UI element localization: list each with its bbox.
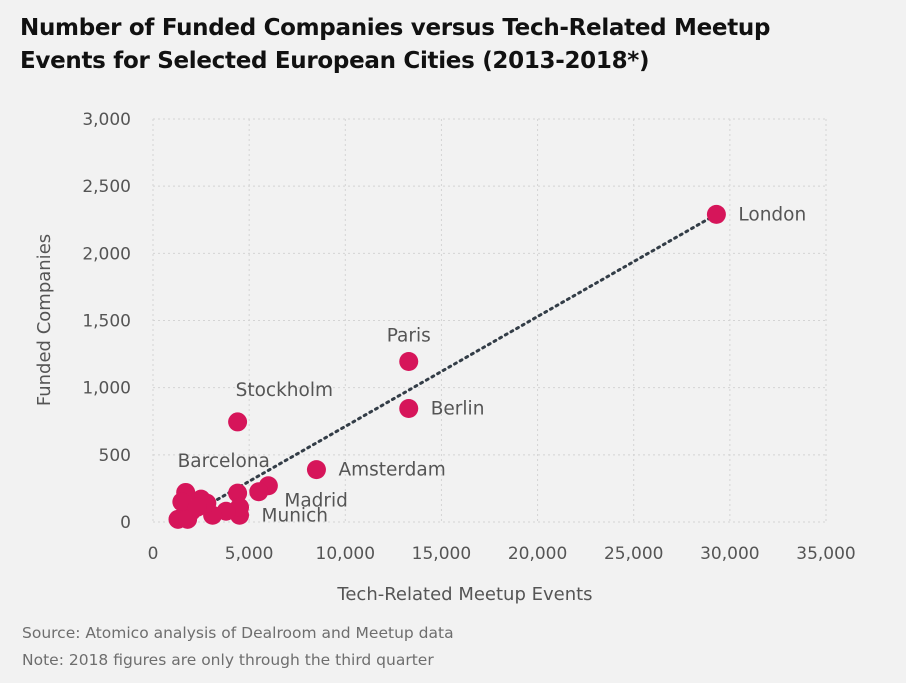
y-tick-label: 3,000	[82, 110, 131, 130]
point-labels: London Paris Berlin Stockholm Amsterdam Madri…	[178, 204, 807, 526]
chart-title-line-1: Number of Funded Companies versus Tech-R…	[20, 15, 771, 41]
x-axis-label: Tech-Related Meetup Events	[336, 584, 592, 605]
x-tick-label: 10,000	[316, 544, 375, 564]
label-amsterdam: Amsterdam	[338, 460, 445, 481]
data-points	[168, 204, 726, 529]
scatter-chart: 0 5,000 10,000 15,000 20,000 25,000 30,000 35,0…	[34, 110, 856, 605]
x-tick-label: 30,000	[700, 544, 759, 564]
label-paris: Paris	[387, 325, 431, 346]
data-point[interactable]	[172, 492, 192, 512]
chart-footer: Source: Atomico analysis of Dealroom and…	[22, 620, 454, 674]
data-point[interactable]	[187, 497, 207, 517]
label-barcelona: Barcelona	[178, 451, 270, 472]
y-tick-label: 500	[99, 446, 131, 466]
x-tick-label: 15,000	[412, 544, 471, 564]
y-axis-label: Funded Companies	[34, 234, 55, 406]
point-paris[interactable]	[399, 351, 419, 371]
label-madrid: Madrid	[284, 491, 348, 512]
data-note: Note: 2018 figures are only through the …	[22, 651, 434, 669]
label-berlin: Berlin	[431, 398, 485, 419]
point-stockholm[interactable]	[228, 412, 248, 432]
label-london: London	[738, 204, 806, 225]
axis-ticks: 0 5,000 10,000 15,000 20,000 25,000 30,000 35,0…	[82, 110, 855, 564]
label-stockholm: Stockholm	[236, 380, 333, 401]
x-tick-label: 5,000	[225, 544, 274, 564]
chart-title: Number of Funded Companies versus Tech-R…	[20, 12, 890, 78]
x-tick-label: 25,000	[604, 544, 663, 564]
x-tick-label: 35,000	[796, 544, 855, 564]
y-tick-label: 0	[120, 513, 131, 533]
grid	[152, 118, 827, 523]
y-tick-label: 1,500	[82, 312, 131, 332]
trendline-group	[176, 212, 718, 524]
x-tick-label: 20,000	[508, 544, 567, 564]
point-amsterdam[interactable]	[306, 460, 326, 480]
chart-title-line-2: Events for Selected European Cities (201…	[20, 48, 650, 74]
label-munich: Munich	[262, 505, 328, 526]
y-tick-label: 2,500	[82, 177, 131, 197]
x-tick-label: 0	[148, 544, 159, 564]
point-barcelona[interactable]	[228, 483, 248, 503]
point-london[interactable]	[706, 204, 726, 224]
y-tick-label: 2,000	[82, 244, 131, 264]
point-berlin[interactable]	[399, 398, 419, 418]
data-point[interactable]	[249, 482, 269, 502]
y-tick-label: 1,000	[82, 379, 131, 399]
source-note: Source: Atomico analysis of Dealroom and…	[22, 624, 454, 642]
trendline	[176, 212, 718, 524]
